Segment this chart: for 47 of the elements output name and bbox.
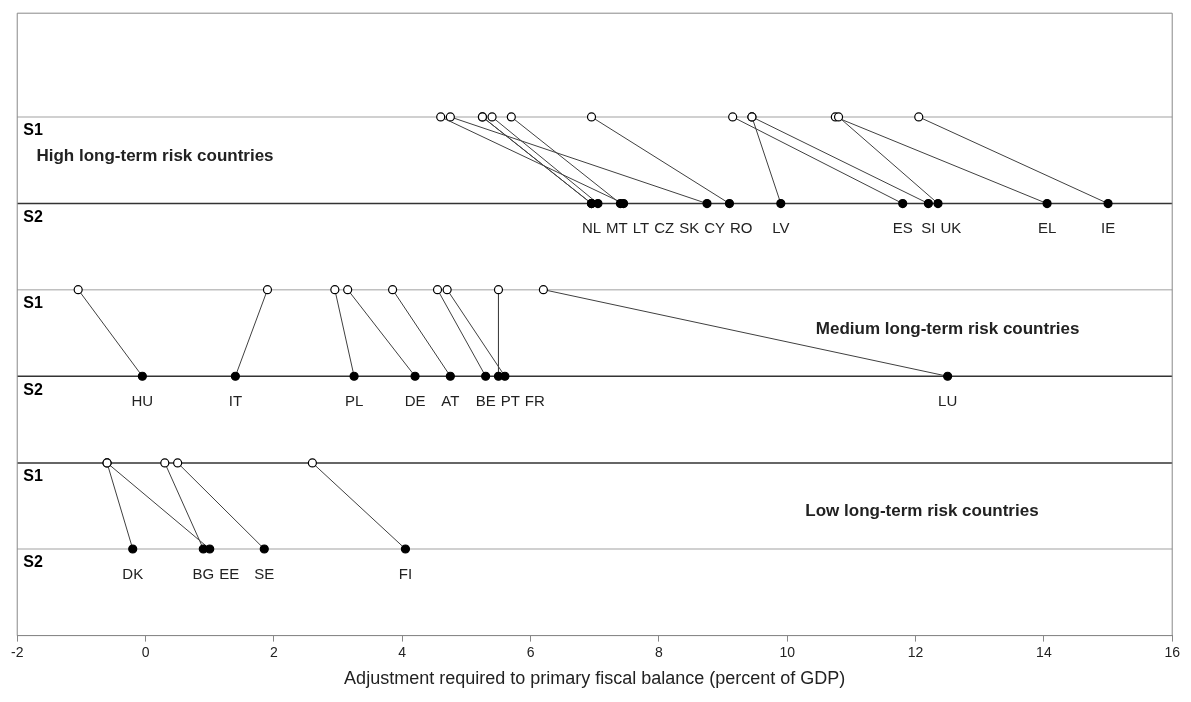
series-label: DK: [122, 564, 144, 582]
x-tick-label: 10: [779, 643, 796, 660]
x-tick-label: 2: [269, 643, 278, 660]
x-axis-title: Adjustment required to primary fiscal balance (percent of GDP): [344, 668, 846, 689]
series-label: IT: [228, 391, 243, 409]
annotation: High long-term risk countries: [36, 145, 274, 165]
series-label: FI: [398, 564, 413, 582]
series-label: AT: [441, 391, 460, 409]
x-tick-label: 6: [526, 643, 535, 660]
series-label: BG: [192, 564, 215, 582]
series-label: RO: [729, 219, 753, 237]
series-label: DE: [404, 391, 426, 409]
series-label: PT: [500, 391, 520, 409]
series-label: SI: [921, 219, 936, 237]
annotation: Low long-term risk countries: [805, 500, 1039, 520]
ref-line-label: S1: [23, 294, 43, 312]
series-label: EL: [1037, 219, 1057, 237]
x-tick-label: 0: [141, 643, 150, 660]
series-label: UK: [940, 219, 962, 237]
series-label: PL: [344, 391, 364, 409]
annotation: Medium long-term risk countries: [815, 319, 1080, 339]
series-label: HU: [131, 391, 154, 409]
series-label: LV: [772, 219, 790, 237]
text: SK: [679, 219, 700, 237]
series-label: EE: [219, 564, 240, 582]
ref-line-label: S2: [23, 380, 43, 398]
ref-line-label: S2: [23, 207, 43, 225]
ref-line-label: S1: [23, 467, 43, 485]
x-tick-label: 4: [398, 643, 407, 660]
series-label: SE: [254, 564, 275, 582]
x-tick-label: 8: [654, 643, 663, 660]
x-tick-label: 14: [1036, 643, 1052, 660]
x-tick-label: -2: [11, 643, 24, 660]
series-label: MT: [606, 219, 628, 237]
text: LT: [632, 219, 650, 237]
series-label: BE: [475, 391, 496, 409]
series-label: ES: [892, 219, 913, 237]
series-label: LU: [938, 391, 958, 409]
ref-line-label: S2: [23, 553, 43, 571]
ref-line-label: S1: [23, 121, 43, 139]
series-label: NL: [581, 219, 602, 237]
text: CZ: [654, 219, 675, 237]
series-label: IE: [1100, 219, 1116, 237]
x-tick-label: 16: [1164, 643, 1181, 660]
x-tick-label: 12: [907, 643, 924, 660]
series-label: CY: [704, 219, 725, 237]
series-label: FR: [524, 391, 545, 409]
